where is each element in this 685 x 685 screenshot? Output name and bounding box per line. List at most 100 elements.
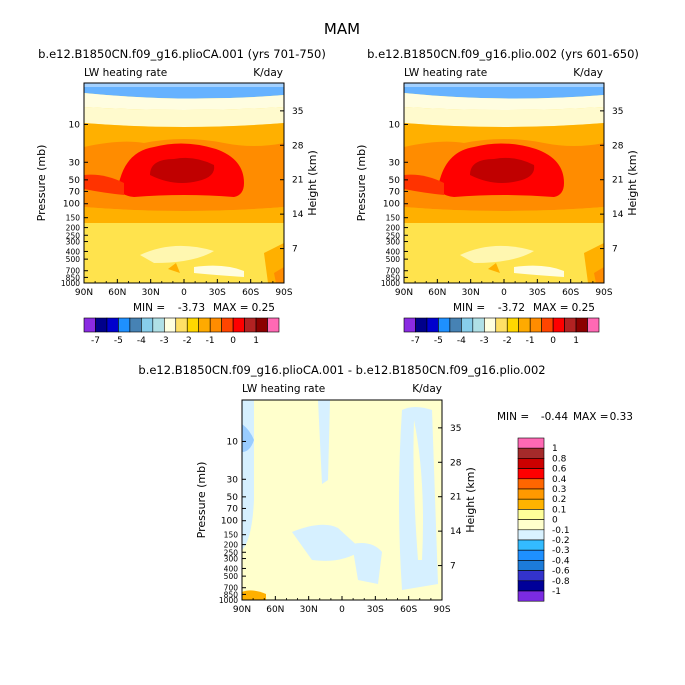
colorbar-label: -0.2 — [552, 536, 570, 546]
panel-2-min-value: -3.72 — [498, 302, 525, 314]
field-core-dark — [470, 157, 535, 183]
diff-eq-strip — [318, 400, 330, 484]
y2-tick-label: 21 — [612, 176, 623, 186]
colorbar-swatch — [517, 458, 545, 469]
y-tick-label: 500 — [224, 572, 239, 581]
y-tick-label: 70 — [227, 504, 239, 514]
colorbar-swatch — [461, 317, 474, 333]
field-light-band — [84, 93, 284, 110]
field-band-5 — [84, 207, 284, 223]
colorbar-swatch — [517, 488, 545, 500]
colorbar-swatch — [438, 317, 451, 333]
colorbar-label: -0.8 — [552, 577, 570, 587]
y2-tick-label: 7 — [612, 245, 618, 255]
colorbar-label: 0.4 — [552, 475, 567, 485]
field-lower-light — [140, 245, 214, 263]
colorbar-label: -0.3 — [552, 546, 570, 556]
colorbar-label: -0.1 — [552, 526, 570, 536]
panel-2-heatmap — [404, 83, 604, 283]
colorbar-label: -1 — [206, 336, 215, 346]
x-tick-label: 90S — [595, 288, 612, 298]
field-band-2 — [404, 107, 604, 127]
colorbar-label: 1 — [253, 336, 259, 346]
colorbar-label: 0.2 — [552, 495, 566, 505]
panel-1-right-label: K/day — [253, 67, 283, 79]
y-tick-label: 200 — [224, 541, 239, 550]
x-tick-label: 90N — [75, 288, 93, 298]
colorbar-label: -2 — [183, 336, 192, 346]
x-tick-label: 30N — [462, 288, 480, 298]
panel-3-right-label: K/day — [412, 383, 442, 395]
colorbar-swatch — [517, 590, 545, 602]
panel-3-y2-ticks: 35 28 21 14 7 — [438, 424, 462, 572]
x-tick-label: 90N — [233, 605, 251, 615]
colorbar-swatch — [83, 317, 96, 333]
panel-1-min-value: -3.73 — [178, 302, 205, 314]
panel-3-ylabel: Pressure (mb) — [195, 462, 208, 539]
colorbar-swatch — [517, 560, 545, 571]
colorbar-swatch — [575, 317, 588, 333]
colorbar-swatch — [163, 317, 177, 333]
y-tick-label: 100 — [383, 200, 400, 210]
colorbar-swatch — [517, 468, 545, 480]
colorbar-swatch — [186, 317, 200, 333]
colorbar-swatch — [118, 317, 131, 333]
y-tick-label: 50 — [389, 176, 401, 186]
colorbar-swatch — [517, 447, 545, 459]
panel-3-x-ticks: 90N 60N 30N 0 30S 60S 90S — [233, 596, 451, 615]
colorbar-label: -3 — [480, 336, 489, 346]
y-tick-label: 850 — [386, 273, 401, 282]
colorbar-swatch — [95, 317, 108, 333]
y2-tick-label: 28 — [612, 141, 624, 151]
panel-3-min-value: -0.44 — [541, 411, 568, 423]
x-tick-label: 90N — [395, 288, 413, 298]
y-tick-label: 700 — [224, 584, 239, 593]
panel-1-x-ticks: 90N 60N 30N 0 30S 60S 90S — [75, 279, 293, 298]
y-tick-label: 200 — [386, 224, 401, 233]
panel-2-left-label: LW heating rate — [404, 67, 487, 79]
colorbar-label: -0.4 — [552, 556, 570, 566]
y-tick-label: 100 — [221, 517, 238, 527]
y-tick-label: 30 — [389, 158, 401, 168]
x-tick-label: 30S — [209, 288, 226, 298]
colorbar-swatch — [175, 317, 188, 333]
field-lower-light-2 — [194, 265, 244, 277]
field-top-band — [84, 87, 284, 99]
x-tick-label: 60N — [108, 288, 126, 298]
y2-tick-label: 14 — [450, 527, 462, 537]
panel-2-title: b.e12.B1850CN.f09_g16.plio.002 (yrs 601-… — [367, 47, 639, 61]
y-tick-label: 10 — [227, 437, 239, 447]
panel-3-min-label: MIN = — [497, 411, 529, 423]
y-tick-label: 300 — [386, 238, 401, 247]
colorbar-swatch — [517, 519, 545, 531]
panel-3-heatmap — [242, 400, 442, 600]
colorbar-swatch — [517, 509, 545, 520]
colorbar-swatch — [541, 317, 554, 333]
colorbar-label: 0.3 — [552, 485, 566, 495]
field-orange-spot — [488, 263, 500, 273]
panel-1-title: b.e12.B1850CN.f09_g16.plioCA.001 (yrs 70… — [38, 47, 326, 61]
colorbar-swatch — [198, 317, 211, 333]
panel-3-max-label: MAX = — [573, 411, 609, 423]
colorbar-swatch — [529, 317, 542, 333]
colorbar-swatch — [221, 317, 234, 333]
panel-1-max-value: 0.25 — [252, 302, 275, 314]
panel-2-max-value: 0.25 — [572, 302, 595, 314]
y-tick-label: 30 — [69, 158, 81, 168]
colorbar-label: -5 — [114, 336, 123, 346]
panel-3-colorbar: 10.80.60.40.30.20.10-0.1-0.2-0.3-0.4-0.6… — [517, 437, 570, 602]
panel-1-y2-ticks: 35 28 21 14 7 — [280, 107, 304, 255]
colorbar-swatch — [232, 317, 245, 333]
panel-1-colorbar: -7 -5 -4 -3 -2 -1 0 1 — [83, 317, 280, 346]
x-tick-label: 0 — [339, 605, 345, 615]
x-tick-label: 30N — [300, 605, 318, 615]
y-tick-label: 400 — [386, 247, 401, 256]
colorbar-label: -5 — [434, 336, 443, 346]
panel-1-min-label: MIN = — [133, 302, 165, 314]
y-tick-label: 300 — [224, 555, 239, 564]
colorbar-swatch — [141, 317, 154, 333]
y-tick-label: 500 — [66, 255, 81, 264]
field-lower-light — [460, 245, 534, 263]
colorbar-swatch — [152, 317, 165, 333]
